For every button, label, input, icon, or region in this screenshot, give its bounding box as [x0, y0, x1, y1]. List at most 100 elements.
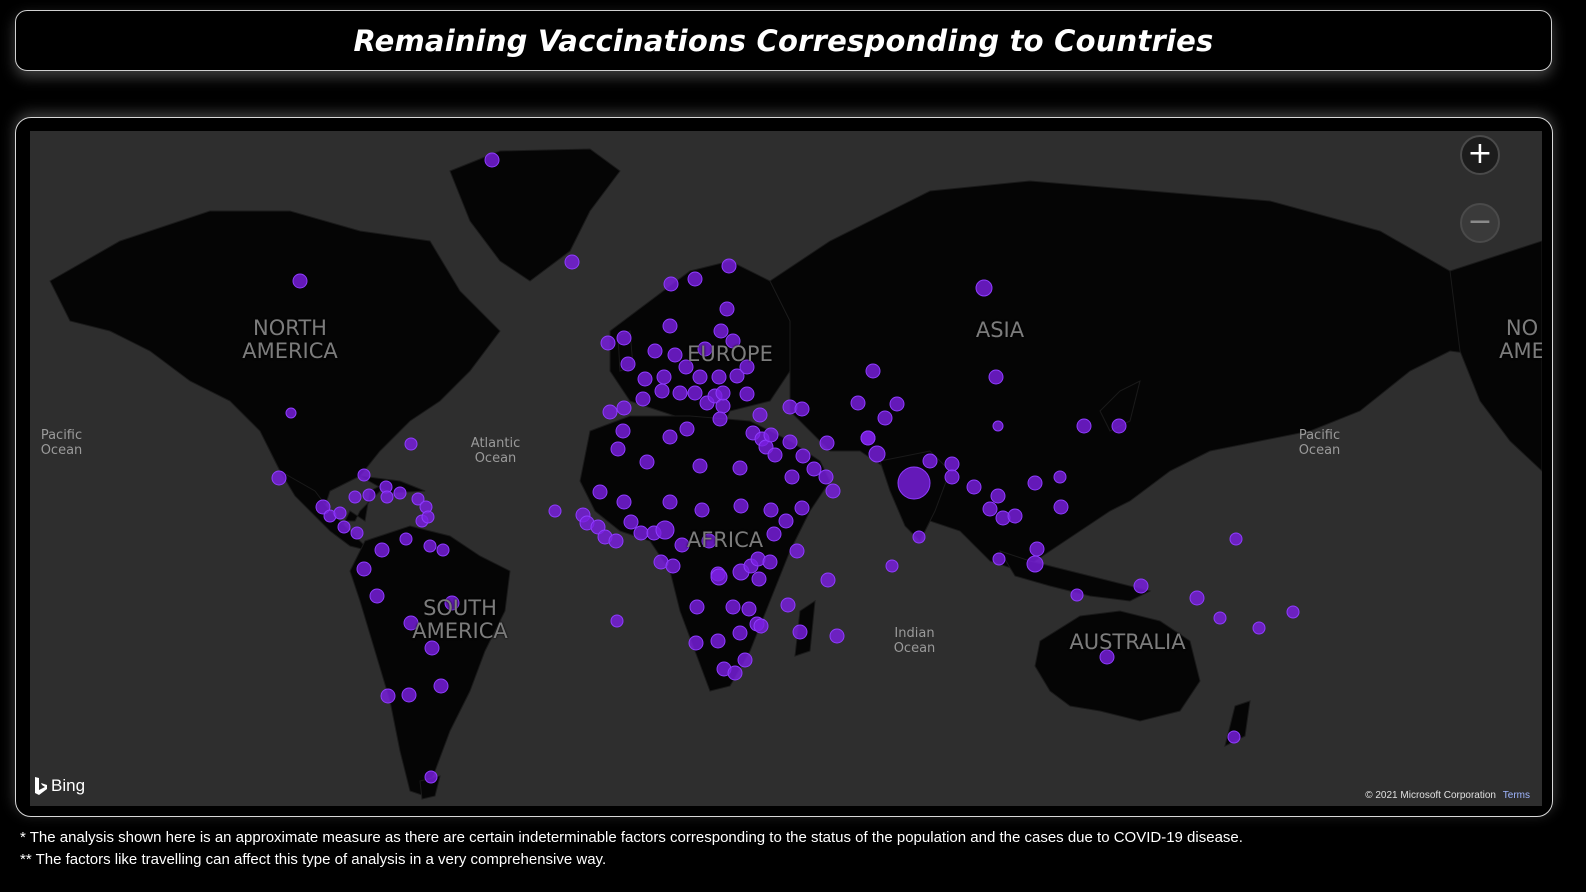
marker-ireland[interactable]	[600, 335, 616, 351]
marker-germany[interactable]	[667, 347, 683, 363]
marker-usa[interactable]	[285, 407, 297, 419]
marker-vanuatu[interactable]	[1213, 611, 1227, 625]
marker-morocco[interactable]	[615, 423, 631, 439]
marker-timor-leste[interactable]	[1070, 588, 1084, 602]
marker-eswatini[interactable]	[732, 625, 748, 641]
marker-paraguay[interactable]	[424, 640, 440, 656]
marker-uae[interactable]	[818, 469, 834, 485]
marker-angola[interactable]	[689, 599, 705, 615]
marker-armenia[interactable]	[794, 401, 810, 417]
bing-logo[interactable]: Bing	[34, 776, 85, 796]
marker-ivory-coast[interactable]	[633, 525, 649, 541]
marker-turkmenistan[interactable]	[850, 395, 866, 411]
marker-poland[interactable]	[697, 341, 713, 357]
marker-madagascar[interactable]	[792, 624, 808, 640]
marker-moldova[interactable]	[739, 359, 755, 375]
marker-burundi[interactable]	[762, 554, 778, 570]
marker-sri-lanka[interactable]	[912, 530, 926, 544]
marker-philippines[interactable]	[1053, 499, 1069, 515]
zoom-in-button[interactable]: +	[1460, 135, 1500, 175]
marker-uzbekistan[interactable]	[877, 410, 893, 426]
marker-uk[interactable]	[616, 330, 632, 346]
marker-panama-venezuela[interactable]	[374, 542, 390, 558]
marker-puerto-rico[interactable]	[393, 486, 407, 500]
terms-link[interactable]: Terms	[1502, 790, 1530, 801]
marker-mexico[interactable]	[271, 470, 287, 486]
marker-new-zealand[interactable]	[1227, 730, 1241, 744]
marker-india[interactable]	[897, 466, 931, 500]
marker-chile[interactable]	[380, 688, 396, 704]
marker-bosnia[interactable]	[715, 385, 731, 401]
marker-cape-verde[interactable]	[548, 504, 562, 518]
marker-maldives[interactable]	[885, 559, 899, 573]
marker-bermuda[interactable]	[404, 437, 418, 451]
marker-libya[interactable]	[679, 421, 695, 437]
marker-romania[interactable]	[711, 369, 727, 385]
marker-south-africa-cape[interactable]	[727, 665, 743, 681]
marker-saint-helena[interactable]	[610, 614, 624, 628]
marker-somalia[interactable]	[789, 543, 805, 559]
marker-afghanistan[interactable]	[860, 430, 876, 446]
marker-sierra-leone[interactable]	[608, 533, 624, 549]
marker-guatemala[interactable]	[315, 499, 331, 515]
marker-denmark[interactable]	[662, 318, 678, 334]
marker-switzerland[interactable]	[637, 371, 653, 387]
marker-greenland[interactable]	[484, 152, 500, 168]
marker-dominican-republic[interactable]	[380, 490, 394, 504]
marker-chad[interactable]	[732, 460, 748, 476]
marker-estonia[interactable]	[713, 323, 729, 339]
marker-nepal[interactable]	[922, 453, 938, 469]
marker-burkina[interactable]	[662, 494, 678, 510]
marker-malawi[interactable]	[751, 571, 767, 587]
marker-brunei[interactable]	[1029, 541, 1045, 557]
marker-mauritania[interactable]	[592, 484, 608, 500]
marker-congo[interactable]	[665, 558, 681, 574]
zoom-out-button[interactable]: −	[1460, 203, 1500, 243]
marker-iceland[interactable]	[564, 254, 580, 270]
marker-south-africa[interactable]	[710, 633, 726, 649]
marker-serbia[interactable]	[687, 385, 703, 401]
marker-hong-kong[interactable]	[1027, 475, 1043, 491]
marker-falklands[interactable]	[424, 770, 438, 784]
marker-egypt[interactable]	[767, 447, 783, 463]
marker-ecuador[interactable]	[356, 561, 372, 577]
marker-belarus[interactable]	[725, 333, 741, 349]
marker-latvia[interactable]	[719, 301, 735, 317]
marker-solomon-islands[interactable]	[1189, 590, 1205, 606]
marker-liberia[interactable]	[623, 514, 639, 530]
marker-laos[interactable]	[990, 488, 1006, 504]
marker-mongolia[interactable]	[988, 369, 1004, 385]
marker-colombia[interactable]	[399, 532, 413, 546]
marker-kuwait[interactable]	[806, 461, 822, 477]
marker-mozambique[interactable]	[741, 601, 757, 617]
marker-peru[interactable]	[369, 588, 385, 604]
marker-papua-new-guinea[interactable]	[1133, 578, 1149, 594]
marker-sudan[interactable]	[784, 469, 800, 485]
marker-jordan[interactable]	[782, 434, 798, 450]
marker-namibia[interactable]	[688, 635, 704, 651]
marker-eritrea[interactable]	[778, 513, 794, 529]
marker-fiji[interactable]	[1252, 621, 1266, 635]
marker-spain[interactable]	[616, 400, 632, 416]
marker-nicaragua[interactable]	[337, 520, 351, 534]
marker-iraq[interactable]	[819, 435, 835, 451]
marker-portugal[interactable]	[602, 404, 618, 420]
marker-finland[interactable]	[721, 258, 737, 274]
marker-guyana[interactable]	[423, 539, 437, 553]
marker-czech[interactable]	[678, 359, 694, 375]
marker-mali[interactable]	[616, 494, 632, 510]
marker-comoros[interactable]	[780, 597, 796, 613]
marker-yemen[interactable]	[794, 500, 810, 516]
marker-bahamas[interactable]	[357, 468, 371, 482]
marker-uruguay[interactable]	[433, 678, 449, 694]
marker-pakistan[interactable]	[868, 445, 886, 463]
marker-south-korea[interactable]	[1076, 418, 1092, 434]
marker-nigeria[interactable]	[694, 502, 710, 518]
marker-canada[interactable]	[292, 273, 308, 289]
marker-south-africa-east[interactable]	[737, 652, 753, 668]
marker-samoa[interactable]	[1286, 605, 1300, 619]
marker-italy[interactable]	[635, 391, 651, 407]
marker-hungary[interactable]	[692, 369, 708, 385]
marker-niger[interactable]	[692, 458, 708, 474]
marker-france[interactable]	[620, 356, 636, 372]
